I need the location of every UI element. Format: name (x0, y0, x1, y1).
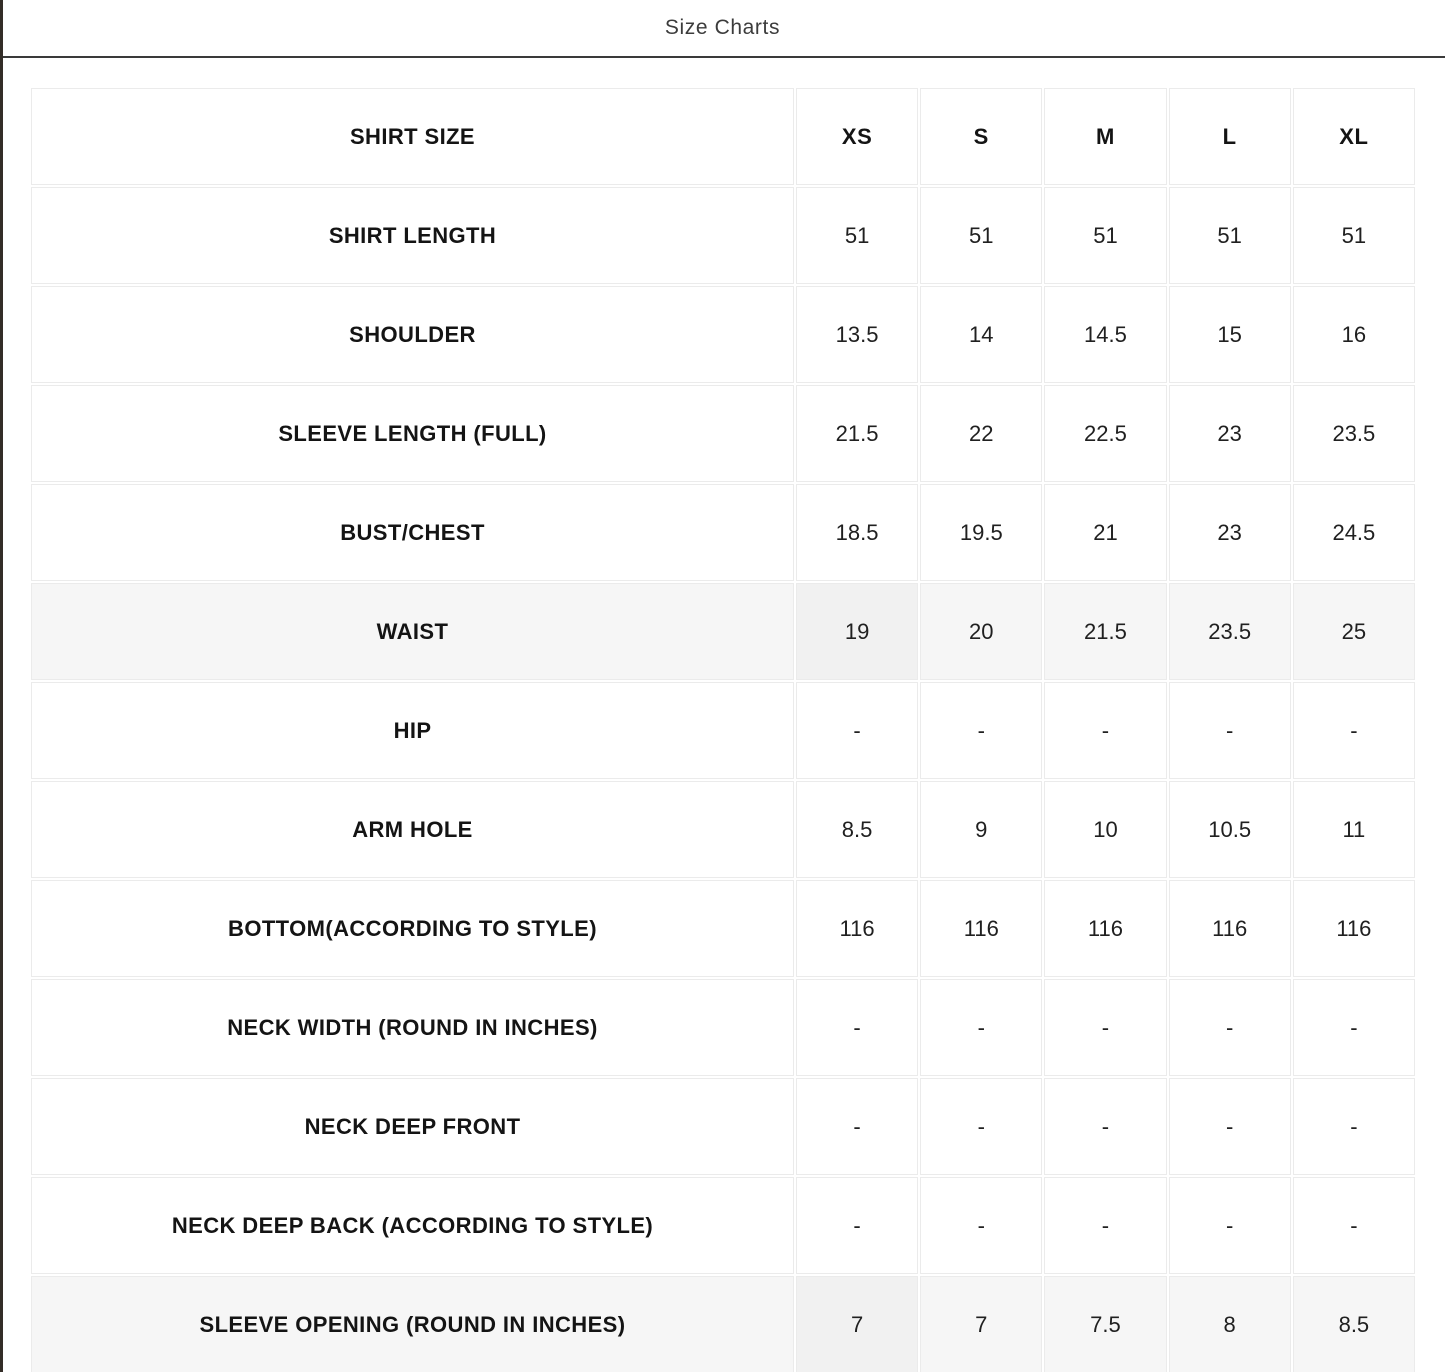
value-cell: 18.5 (796, 484, 919, 581)
value-cell: 16 (1292, 286, 1415, 383)
value-cell: 21.5 (1044, 583, 1167, 680)
value-cell: 51 (1168, 187, 1291, 284)
value-cell: - (1292, 1177, 1415, 1274)
value-cell: 19.5 (920, 484, 1043, 581)
size-chart-table: SHIRT SIZE XS S M L XL SHIRT LENGTH 51 51 51 51 51 S… (29, 86, 1417, 1372)
header-size-cell: XS (796, 88, 919, 185)
value-cell: 116 (1044, 880, 1167, 977)
value-cell: - (1044, 979, 1167, 1076)
table-row: NECK DEEP FRONT - - - - - (31, 1078, 1415, 1175)
value-cell: 23 (1168, 385, 1291, 482)
value-cell: - (796, 979, 919, 1076)
value-cell: 51 (1292, 187, 1415, 284)
value-cell: 23.5 (1292, 385, 1415, 482)
value-cell: - (796, 682, 919, 779)
value-cell: 19 (796, 583, 919, 680)
value-cell: 21.5 (796, 385, 919, 482)
row-label-cell: NECK DEEP BACK (ACCORDING TO STYLE) (31, 1177, 794, 1274)
row-label-cell: ARM HOLE (31, 781, 794, 878)
value-cell: 7 (796, 1276, 919, 1372)
value-cell: 51 (796, 187, 919, 284)
page-edge-line (0, 0, 3, 1372)
value-cell: - (1168, 979, 1291, 1076)
value-cell: 51 (1044, 187, 1167, 284)
value-cell: 14 (920, 286, 1043, 383)
value-cell: 23 (1168, 484, 1291, 581)
value-cell: - (796, 1078, 919, 1175)
value-cell: - (1168, 682, 1291, 779)
table-row: BOTTOM(ACCORDING TO STYLE) 116 116 116 116 11… (31, 880, 1415, 977)
value-cell: 25 (1292, 583, 1415, 680)
value-cell: 8 (1168, 1276, 1291, 1372)
value-cell: - (920, 1177, 1043, 1274)
header-size-cell: XL (1292, 88, 1415, 185)
header-size-cell: L (1168, 88, 1291, 185)
value-cell: - (1292, 979, 1415, 1076)
row-label-cell: BOTTOM(ACCORDING TO STYLE) (31, 880, 794, 977)
value-cell: 13.5 (796, 286, 919, 383)
row-label-cell: NECK WIDTH (ROUND IN INCHES) (31, 979, 794, 1076)
table-row: SLEEVE OPENING (ROUND IN INCHES) 7 7 7.5 8 8.… (31, 1276, 1415, 1372)
value-cell: - (920, 682, 1043, 779)
table-header-row: SHIRT SIZE XS S M L XL (31, 88, 1415, 185)
table-row: WAIST 19 20 21.5 23.5 25 (31, 583, 1415, 680)
header-label-cell: SHIRT SIZE (31, 88, 794, 185)
table-row: NECK WIDTH (ROUND IN INCHES) - - - - - (31, 979, 1415, 1076)
size-chart-container: SHIRT SIZE XS S M L XL SHIRT LENGTH 51 51 51 51 51 S… (0, 58, 1445, 1372)
value-cell: 51 (920, 187, 1043, 284)
value-cell: - (1044, 682, 1167, 779)
value-cell: 22 (920, 385, 1043, 482)
header-size-cell: S (920, 88, 1043, 185)
value-cell: - (920, 979, 1043, 1076)
value-cell: 7.5 (1044, 1276, 1167, 1372)
table-row: SHIRT LENGTH 51 51 51 51 51 (31, 187, 1415, 284)
value-cell: 15 (1168, 286, 1291, 383)
table-row: ARM HOLE 8.5 9 10 10.5 11 (31, 781, 1415, 878)
row-label-cell: BUST/CHEST (31, 484, 794, 581)
value-cell: - (1044, 1078, 1167, 1175)
page-title: Size Charts (664, 16, 781, 39)
value-cell: 116 (1168, 880, 1291, 977)
row-label-cell: WAIST (31, 583, 794, 680)
header-size-cell: M (1044, 88, 1167, 185)
value-cell: 20 (920, 583, 1043, 680)
value-cell: 11 (1292, 781, 1415, 878)
table-row: HIP - - - - - (31, 682, 1415, 779)
value-cell: 14.5 (1044, 286, 1167, 383)
value-cell: - (1168, 1078, 1291, 1175)
row-label-cell: NECK DEEP FRONT (31, 1078, 794, 1175)
value-cell: 24.5 (1292, 484, 1415, 581)
value-cell: - (1044, 1177, 1167, 1274)
value-cell: 116 (920, 880, 1043, 977)
value-cell: 10.5 (1168, 781, 1291, 878)
value-cell: 9 (920, 781, 1043, 878)
modal-header: Size Charts (0, 0, 1445, 58)
row-label-cell: SHOULDER (31, 286, 794, 383)
row-label-cell: SHIRT LENGTH (31, 187, 794, 284)
table-row: SLEEVE LENGTH (FULL) 21.5 22 22.5 23 23.5 (31, 385, 1415, 482)
value-cell: - (1168, 1177, 1291, 1274)
table-row: NECK DEEP BACK (ACCORDING TO STYLE) - - - - - (31, 1177, 1415, 1274)
row-label-cell: HIP (31, 682, 794, 779)
value-cell: 116 (796, 880, 919, 977)
value-cell: 23.5 (1168, 583, 1291, 680)
row-label-cell: SLEEVE LENGTH (FULL) (31, 385, 794, 482)
value-cell: - (1292, 682, 1415, 779)
value-cell: - (1292, 1078, 1415, 1175)
value-cell: 21 (1044, 484, 1167, 581)
value-cell: 116 (1292, 880, 1415, 977)
value-cell: 8.5 (796, 781, 919, 878)
table-row: BUST/CHEST 18.5 19.5 21 23 24.5 (31, 484, 1415, 581)
table-row: SHOULDER 13.5 14 14.5 15 16 (31, 286, 1415, 383)
value-cell: 8.5 (1292, 1276, 1415, 1372)
value-cell: 7 (920, 1276, 1043, 1372)
value-cell: 10 (1044, 781, 1167, 878)
value-cell: - (920, 1078, 1043, 1175)
value-cell: 22.5 (1044, 385, 1167, 482)
row-label-cell: SLEEVE OPENING (ROUND IN INCHES) (31, 1276, 794, 1372)
value-cell: - (796, 1177, 919, 1274)
